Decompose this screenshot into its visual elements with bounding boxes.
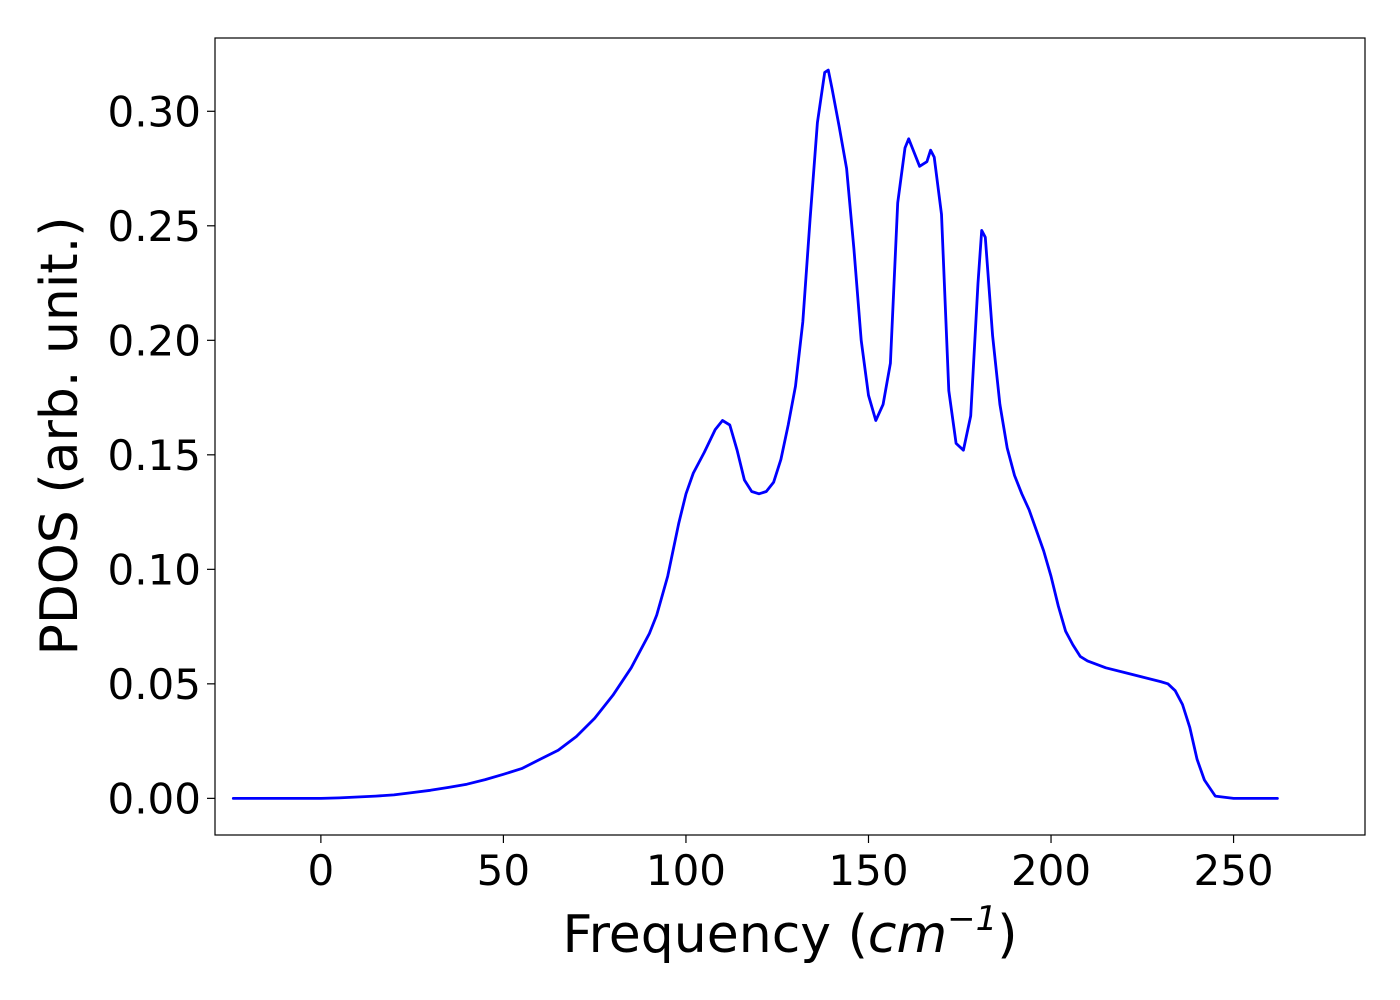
x-tick-label: 100	[646, 846, 726, 895]
plot-area	[215, 38, 1365, 835]
x-axis-label-math: cm	[868, 905, 947, 965]
y-tick-label: 0.00	[107, 774, 201, 823]
x-tick-label: 250	[1193, 846, 1273, 895]
y-tick-label: 0.30	[107, 87, 201, 136]
x-tick-label: 150	[828, 846, 908, 895]
y-axis-ticks: 0.00 0.05 0.10 0.15 0.20 0.25 0.30	[107, 87, 215, 823]
plot-frame	[214, 37, 1366, 836]
x-axis-label: Frequency (cm−1)	[562, 899, 1017, 965]
x-axis-label-prefix: Frequency (	[562, 905, 867, 965]
y-tick-label: 0.20	[107, 316, 201, 365]
y-tick-label: 0.25	[107, 202, 201, 251]
x-tick-label: 0	[308, 846, 335, 895]
y-axis-label: PDOS (arb. unit.)	[30, 216, 90, 655]
x-tick-label: 50	[477, 846, 530, 895]
pdos-series-line	[231, 68, 1279, 800]
y-tick-label: 0.15	[107, 431, 201, 480]
y-tick-label: 0.10	[107, 545, 201, 594]
x-axis-ticks: 0 50 100 150 200 250	[308, 835, 1274, 895]
x-axis-label-suffix: )	[997, 905, 1017, 965]
x-axis-label-superscript: −1	[947, 899, 997, 939]
y-tick-label: 0.05	[107, 660, 201, 709]
x-tick-label: 200	[1011, 846, 1091, 895]
